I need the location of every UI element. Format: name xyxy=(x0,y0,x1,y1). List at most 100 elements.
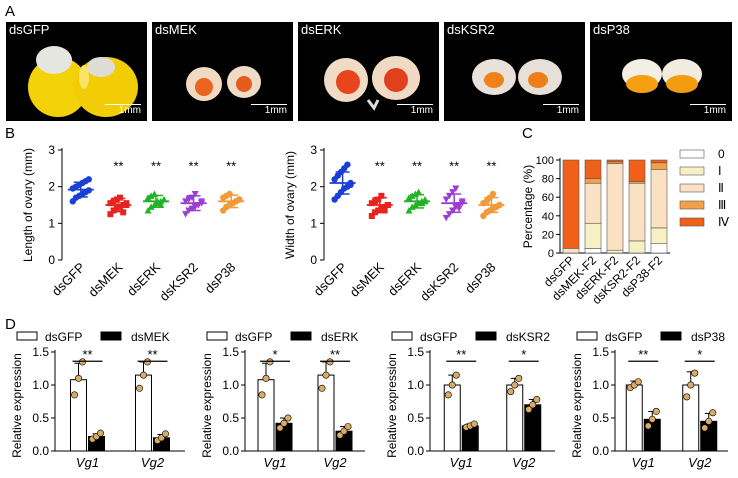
data-point xyxy=(415,188,423,196)
legend-label: 0 xyxy=(718,147,725,161)
data-point xyxy=(375,207,382,214)
legend-label: dsKSR2 xyxy=(506,330,550,344)
legend-swatch xyxy=(16,331,38,341)
scale-label: 1mm xyxy=(556,105,579,116)
data-point xyxy=(113,196,120,203)
y-tick-label: 3 xyxy=(310,143,317,157)
photo-dsp38: dsP38 1mm xyxy=(590,22,732,121)
legend-label: dsGFP xyxy=(235,330,272,344)
x-tick-label: Vg1 xyxy=(76,455,99,470)
ovary-image-dsksr2 xyxy=(472,59,562,95)
scale-bar xyxy=(251,103,287,105)
legend-swatch xyxy=(100,331,122,341)
panel-letter-a: A xyxy=(5,3,16,20)
photo-dsgfp: dsGFP 1mm xyxy=(6,22,147,121)
data-point xyxy=(683,393,691,401)
data-point xyxy=(452,185,460,192)
data-point xyxy=(107,211,114,218)
data-point xyxy=(262,374,270,382)
data-point xyxy=(444,391,452,399)
x-tick-label: Vg1 xyxy=(450,455,473,470)
legend-label: dsP38 xyxy=(691,330,725,344)
y-axis-label: Percentage (%) xyxy=(521,165,535,248)
scale-bar xyxy=(397,103,433,105)
data-point xyxy=(652,407,660,415)
legend-swatch xyxy=(679,200,705,210)
data-point xyxy=(378,205,385,212)
bar-segment xyxy=(628,182,646,242)
data-point xyxy=(381,203,388,210)
y-tick-label: 20 xyxy=(542,229,554,241)
data-point xyxy=(113,205,120,212)
y-tick-label: 2 xyxy=(48,180,55,194)
significance-mark: ** xyxy=(151,159,161,174)
data-point xyxy=(378,192,385,199)
legend-swatch xyxy=(679,183,705,193)
data-point xyxy=(405,194,413,201)
data-point xyxy=(489,190,497,198)
scale-bar xyxy=(105,103,141,105)
data-point xyxy=(123,200,130,207)
bar-segment xyxy=(584,222,602,249)
y-tick-label: 1.0 xyxy=(407,378,424,392)
ovary-image-dserk xyxy=(324,56,420,111)
y-tick-label: 0.0 xyxy=(592,444,609,458)
legend-label: dsGFP xyxy=(420,330,457,344)
x-tick-label: dsMEK xyxy=(347,259,387,299)
data-point xyxy=(71,391,79,399)
bar-segment xyxy=(584,178,602,184)
y-tick-label: 0.0 xyxy=(407,444,424,458)
legend-swatch xyxy=(679,149,705,159)
x-tick-label: Vg1 xyxy=(632,455,655,470)
significance-mark: * xyxy=(697,347,702,362)
data-point xyxy=(75,374,83,382)
data-point xyxy=(381,207,388,214)
x-tick-label: Vg1 xyxy=(263,455,286,470)
y-tick-label: 80 xyxy=(542,174,554,186)
data-point xyxy=(191,191,199,198)
x-tick-label: Vg2 xyxy=(512,455,536,470)
significance-mark: * xyxy=(272,347,277,362)
data-point xyxy=(687,381,695,389)
legend-label: dsGFP xyxy=(45,330,82,344)
y-axis-label: Length of ovary (mm) xyxy=(21,148,35,262)
significance-mark: ** xyxy=(226,159,236,174)
bar-segment xyxy=(584,182,602,224)
data-point xyxy=(140,371,148,379)
legend-label: Ⅲ xyxy=(718,198,726,212)
legend-label: Ⅱ xyxy=(718,181,724,195)
photo-dserk: dsERK 1mm xyxy=(298,22,439,121)
data-point xyxy=(85,176,93,183)
bar-segment xyxy=(650,243,668,254)
legend-swatch xyxy=(679,166,705,176)
panel-letter-c: C xyxy=(522,125,533,142)
data-point xyxy=(515,374,523,382)
bar-segment xyxy=(650,159,668,164)
data-point xyxy=(110,198,117,205)
bar-segment xyxy=(606,249,624,254)
data-point xyxy=(442,214,450,222)
data-point xyxy=(634,378,642,386)
scale-label: 1mm xyxy=(264,105,287,116)
data-point xyxy=(529,401,537,409)
data-point xyxy=(198,198,206,205)
y-tick-label: 1.5 xyxy=(592,345,609,359)
data-point xyxy=(266,358,274,366)
y-axis-label: Relative expression xyxy=(10,353,24,458)
photo-label-dsgfp: dsGFP xyxy=(9,22,50,37)
bar-segment xyxy=(562,248,580,254)
y-tick-label: 0.5 xyxy=(222,411,239,425)
significance-mark: ** xyxy=(147,347,157,362)
photo-dsksr2: dsKSR2 1mm xyxy=(444,22,585,121)
data-point xyxy=(511,381,519,389)
scale-bar xyxy=(543,103,579,105)
y-tick-label: 1 xyxy=(48,216,55,230)
data-point xyxy=(326,358,334,366)
y-tick-label: 0.0 xyxy=(32,444,49,458)
y-tick-label: 3 xyxy=(48,143,55,157)
data-point xyxy=(405,207,413,214)
data-point xyxy=(340,427,348,435)
